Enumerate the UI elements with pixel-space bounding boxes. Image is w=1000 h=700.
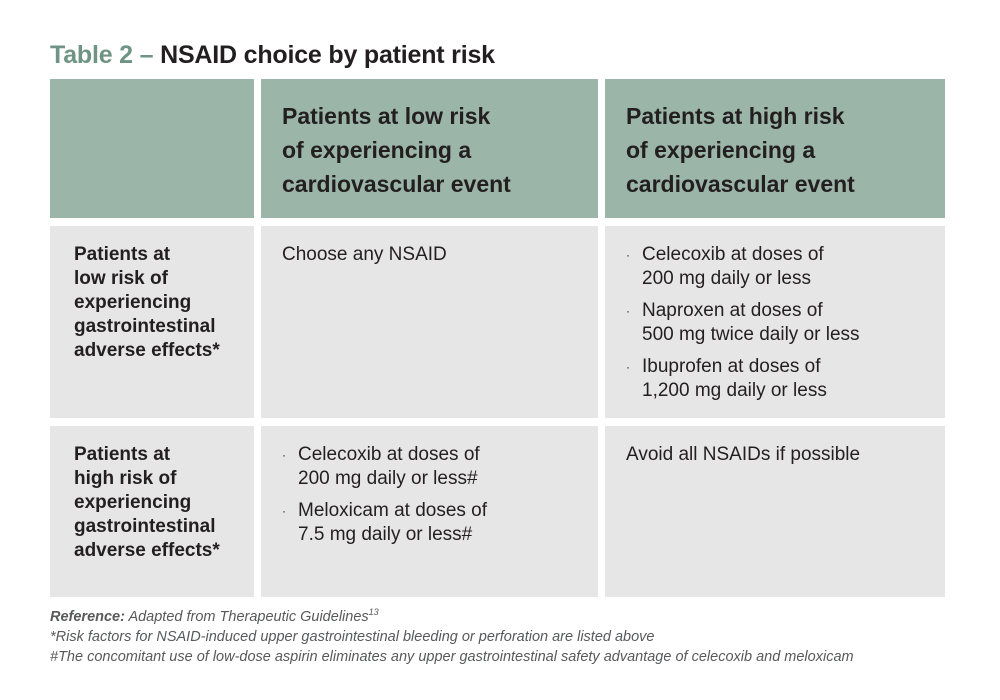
reference-text: Adapted from Therapeutic Guidelines: [124, 609, 369, 625]
reference-label: Reference:: [50, 609, 125, 625]
bullet-icon: ·: [282, 448, 286, 462]
footnote-hash: #The concomitant use of low-dose aspirin…: [50, 649, 854, 665]
cell-low-gi-low-cv: Choose any NSAID: [261, 226, 598, 418]
list-item: · Ibuprofen at doses of 1,200 mg daily or…: [626, 355, 860, 403]
cell-high-gi-high-cv: Avoid all NSAIDs if possible: [605, 426, 945, 597]
reference-superscript: 13: [368, 607, 379, 618]
list-item-text: Celecoxib at doses of 200 mg daily or le…: [642, 244, 824, 289]
cell-high-gi-low-cv: · Celecoxib at doses of 200 mg daily or l…: [261, 426, 598, 597]
bullet-icon: ·: [626, 360, 630, 374]
list-item: · Naproxen at doses of 500 mg twice daily…: [626, 299, 860, 347]
recommendation-text: Choose any NSAID: [282, 244, 447, 265]
recommendation-text: Avoid all NSAIDs if possible: [626, 444, 861, 465]
header-low-cv-risk: Patients at low risk of experiencing a c…: [261, 79, 598, 218]
row-label-low-gi: Patients at low risk of experiencing gas…: [74, 244, 220, 361]
header-high-cv-risk: Patients at high risk of experiencing a …: [605, 79, 945, 218]
footnote-star: *Risk factors for NSAID-induced upper ga…: [50, 629, 655, 645]
header-corner-cell: [50, 79, 254, 218]
table-number: Table 2 –: [50, 41, 161, 69]
row-label-high-gi: Patients at high risk of experiencing ga…: [74, 444, 220, 561]
recommendation-list: · Celecoxib at doses of 200 mg daily or l…: [282, 443, 487, 555]
row-label-cell-low-gi: Patients at low risk of experiencing gas…: [50, 226, 254, 418]
bullet-icon: ·: [626, 304, 630, 318]
table-notes: Reference: Adapted from Therapeutic Guid…: [50, 607, 854, 667]
list-item-text: Ibuprofen at doses of 1,200 mg daily or …: [642, 356, 827, 401]
bullet-icon: ·: [282, 504, 286, 518]
header-low-cv-risk-text: Patients at low risk of experiencing a c…: [282, 103, 511, 197]
list-item: · Meloxicam at doses of 7.5 mg daily or l…: [282, 499, 487, 547]
page-title: Table 2 – NSAID choice by patient risk: [50, 41, 495, 70]
list-item: · Celecoxib at doses of 200 mg daily or l…: [626, 243, 860, 291]
row-label-cell-high-gi: Patients at high risk of experiencing ga…: [50, 426, 254, 597]
bullet-icon: ·: [626, 248, 630, 262]
table-title: NSAID choice by patient risk: [160, 41, 495, 69]
cell-low-gi-high-cv: · Celecoxib at doses of 200 mg daily or l…: [605, 226, 945, 418]
list-item-text: Celecoxib at doses of 200 mg daily or le…: [298, 444, 480, 489]
list-item-text: Meloxicam at doses of 7.5 mg daily or le…: [298, 500, 488, 545]
list-item: · Celecoxib at doses of 200 mg daily or l…: [282, 443, 487, 491]
reference-note: Reference: Adapted from Therapeutic Guid…: [50, 607, 854, 627]
list-item-text: Naproxen at doses of 500 mg twice daily …: [642, 300, 860, 345]
recommendation-list: · Celecoxib at doses of 200 mg daily or l…: [626, 243, 860, 411]
header-high-cv-risk-text: Patients at high risk of experiencing a …: [626, 103, 855, 197]
